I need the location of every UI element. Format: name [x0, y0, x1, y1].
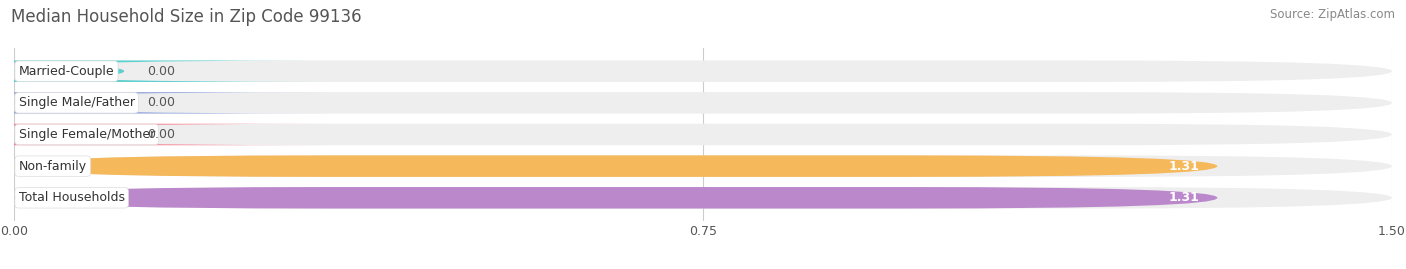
Text: Single Male/Father: Single Male/Father [18, 96, 135, 109]
Text: Non-family: Non-family [18, 160, 87, 173]
Text: 1.31: 1.31 [1168, 160, 1199, 173]
Text: 0.00: 0.00 [148, 128, 176, 141]
Text: 0.00: 0.00 [148, 96, 176, 109]
FancyBboxPatch shape [14, 61, 1392, 82]
FancyBboxPatch shape [0, 61, 326, 82]
FancyBboxPatch shape [14, 124, 1392, 145]
Text: Source: ZipAtlas.com: Source: ZipAtlas.com [1270, 8, 1395, 21]
Text: 1.31: 1.31 [1168, 191, 1199, 204]
Text: Single Female/Mother: Single Female/Mother [18, 128, 155, 141]
Text: 0.00: 0.00 [148, 65, 176, 78]
FancyBboxPatch shape [14, 92, 1392, 114]
Text: Total Households: Total Households [18, 191, 125, 204]
FancyBboxPatch shape [14, 187, 1218, 208]
FancyBboxPatch shape [0, 124, 326, 145]
FancyBboxPatch shape [14, 155, 1392, 177]
FancyBboxPatch shape [14, 187, 1392, 208]
Text: Median Household Size in Zip Code 99136: Median Household Size in Zip Code 99136 [11, 8, 361, 26]
Text: Married-Couple: Married-Couple [18, 65, 114, 78]
FancyBboxPatch shape [14, 155, 1218, 177]
FancyBboxPatch shape [0, 92, 326, 114]
